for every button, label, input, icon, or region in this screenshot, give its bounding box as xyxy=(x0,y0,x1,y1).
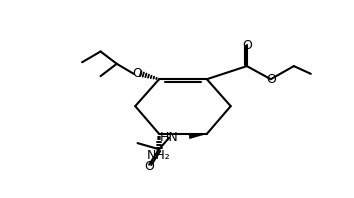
Text: O: O xyxy=(144,160,154,173)
Text: O: O xyxy=(266,73,276,86)
Text: NH₂: NH₂ xyxy=(147,149,171,162)
Text: O: O xyxy=(242,39,252,52)
Text: O: O xyxy=(133,67,142,80)
Polygon shape xyxy=(189,133,207,139)
Text: HN: HN xyxy=(160,131,178,144)
